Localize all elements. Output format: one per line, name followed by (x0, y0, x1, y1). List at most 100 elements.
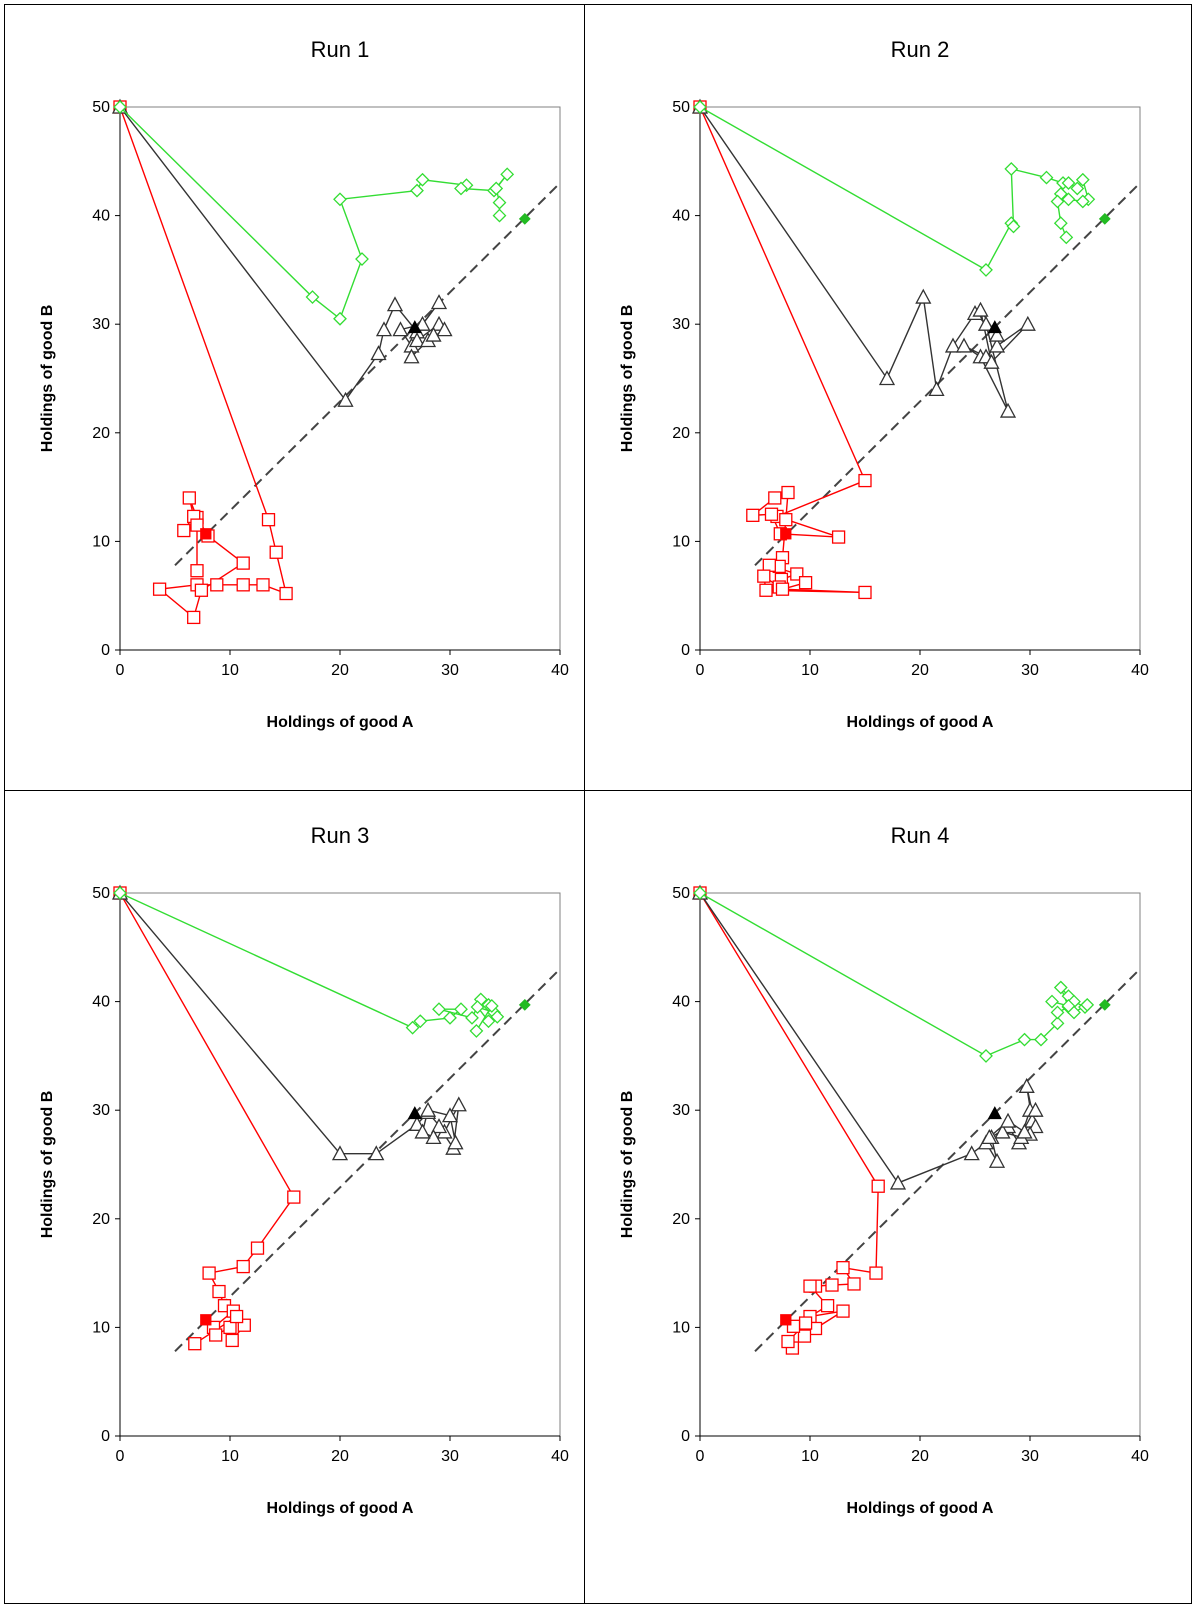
y-tick-label: 20 (672, 425, 690, 442)
y-tick-label: 10 (92, 533, 110, 550)
data-point (1050, 1016, 1065, 1031)
data-point (889, 1174, 907, 1190)
data-point (187, 610, 201, 625)
y-tick-label: 50 (672, 885, 690, 902)
data-point (1004, 161, 1019, 176)
x-axis-label: Holdings of good A (267, 714, 414, 731)
data-point (775, 582, 790, 596)
data-point (470, 1000, 485, 1014)
data-point (1034, 1032, 1048, 1047)
data-point (803, 1279, 817, 1293)
y-tick-label: 50 (672, 99, 690, 116)
data-point (250, 1241, 265, 1255)
data-point (500, 167, 515, 182)
chart-title: Run 1 (311, 37, 370, 62)
data-point (871, 1179, 885, 1193)
data-point (963, 1145, 980, 1161)
data-point (988, 337, 1006, 353)
chart-run-3: Run 3 0 10 20 30 40 0 10 20 30 40 50 Holdings of goo… (39, 823, 569, 1517)
data-point (983, 353, 1000, 369)
series-diamond (113, 886, 531, 1038)
data-point (177, 523, 191, 538)
y-axis-label: Holdings of good B (39, 305, 56, 453)
data-point (1070, 181, 1085, 196)
data-point (489, 181, 504, 196)
data-point (1059, 230, 1074, 245)
data-point (1019, 315, 1036, 331)
data-point (337, 391, 354, 407)
series-diamond (113, 100, 531, 326)
data-point (1027, 1101, 1044, 1117)
data-point (820, 1299, 835, 1313)
data-point (236, 578, 250, 592)
y-tick-label: 40 (92, 208, 110, 225)
y-tick-label: 40 (672, 994, 690, 1011)
final-point (1098, 998, 1111, 1011)
data-point (454, 1002, 468, 1017)
x-tick-label: 0 (696, 1448, 705, 1465)
data-point (1027, 1118, 1044, 1134)
y-tick-label: 20 (92, 1211, 110, 1228)
data-point (223, 1320, 237, 1335)
data-point (465, 1010, 479, 1025)
data-point (757, 569, 771, 583)
data-point (410, 183, 424, 198)
data-point (447, 1134, 464, 1150)
series-diamond (693, 886, 1111, 1063)
data-point (269, 545, 283, 559)
data-point (781, 485, 795, 500)
data-point (331, 1145, 349, 1161)
data-point (212, 1284, 226, 1299)
data-point (988, 326, 1006, 342)
data-point (979, 262, 993, 277)
y-tick-label: 0 (101, 1428, 110, 1445)
data-point (764, 507, 779, 521)
data-point (190, 518, 204, 532)
y-tick-label: 20 (92, 425, 110, 442)
data-point (944, 337, 962, 353)
data-point (1045, 994, 1059, 1009)
series-triangle (111, 98, 453, 407)
data-point (981, 1128, 998, 1145)
chart-title: Run 3 (311, 823, 370, 848)
data-point (1053, 216, 1068, 231)
x-tick-label: 0 (116, 662, 125, 679)
reference-line (754, 182, 1141, 567)
chart-grid: Run 1 0 10 20 30 40 0 10 20 30 40 50 Holdings of goo… (4, 4, 1192, 1604)
reference-line (174, 968, 561, 1353)
data-point (419, 1101, 437, 1117)
data-point (869, 1266, 883, 1280)
data-point (1061, 176, 1076, 190)
data-point (225, 1333, 239, 1348)
chart-panel-run-3: Run 3 0 10 20 30 40 0 10 20 30 40 50 Holdings of goo… (4, 790, 585, 1604)
data-point (797, 1329, 812, 1343)
y-tick-label: 0 (101, 642, 110, 659)
data-point (469, 1024, 484, 1038)
data-point (403, 348, 420, 364)
y-tick-label: 40 (672, 208, 690, 225)
data-point (798, 1316, 813, 1330)
data-point (425, 1128, 442, 1145)
data-point (413, 1014, 428, 1029)
data-point (759, 583, 773, 597)
data-point (693, 886, 707, 900)
y-tick-label: 0 (681, 642, 690, 659)
chart-panel-run-2: Run 2 0 10 20 30 40 0 10 20 30 40 50 Holdings of goo… (584, 4, 1192, 791)
series-path (699, 106, 1029, 412)
data-point (432, 1002, 446, 1017)
y-tick-label: 50 (92, 99, 110, 116)
data-point (375, 321, 393, 337)
series-triangle (691, 98, 1036, 418)
x-tick-label: 40 (551, 662, 569, 679)
data-point (1053, 980, 1068, 995)
data-point (355, 252, 369, 266)
y-axis-label: Holdings of good B (619, 305, 636, 453)
data-point (113, 886, 127, 900)
data-point (977, 315, 995, 331)
data-point (305, 290, 320, 304)
data-point (768, 491, 782, 505)
reference-line (754, 968, 1141, 1353)
x-tick-label: 30 (441, 1448, 459, 1465)
data-point (188, 1337, 202, 1351)
series-square (693, 100, 872, 600)
